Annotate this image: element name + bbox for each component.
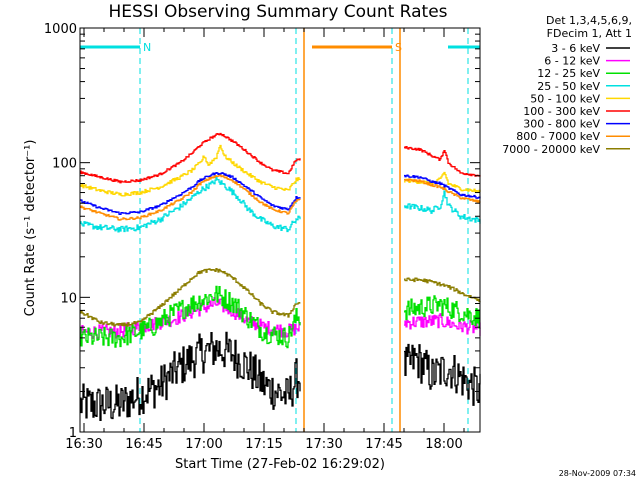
y-tick-label-3: 1000 — [44, 22, 77, 37]
series-line-4 — [80, 144, 481, 197]
flag-label-1: S — [395, 41, 402, 54]
y-tick-label-1: 10 — [60, 291, 77, 306]
chart-title: HESSI Observing Summary Count Rates — [108, 2, 447, 22]
y-axis-ticks: 1 10 100 1000 — [44, 22, 480, 441]
y-tick-label-2: 100 — [52, 157, 77, 172]
series-group — [80, 132, 481, 422]
legend-header-line-2: FDecim 1, Att 1 — [547, 27, 632, 40]
series-line-2 — [80, 285, 481, 349]
legend-label-7: 800 - 7000 keV — [516, 130, 600, 143]
x-tick-label-2: 17:00 — [185, 437, 222, 452]
legend-label-4: 50 - 100 keV — [530, 92, 600, 105]
x-axis-ticks: 16:30 16:45 17:00 17:15 17:30 17:45 18:00 — [65, 28, 465, 452]
legend-label-2: 12 - 25 keV — [537, 67, 600, 80]
x-tick-label-6: 18:00 — [425, 437, 462, 452]
legend-label-3: 25 - 50 keV — [537, 80, 600, 93]
series-line-3 — [80, 176, 481, 233]
legend-label-8: 7000 - 20000 keV — [502, 143, 600, 156]
x-tick-label-3: 17:15 — [245, 437, 282, 452]
y-axis-label: Count Rate (s⁻¹ detector⁻¹) — [23, 140, 38, 317]
legend-label-6: 300 - 800 keV — [523, 118, 600, 131]
series-line-7 — [80, 174, 481, 221]
legend-label-0: 3 - 6 keV — [551, 42, 600, 55]
series-line-0 — [80, 331, 481, 422]
x-tick-label-4: 17:30 — [305, 437, 342, 452]
y-tick-label-0: 1 — [69, 426, 77, 441]
legend: Det 1,3,4,5,6,9, FDecim 1, Att 1 3 - 6 k… — [502, 14, 632, 156]
x-tick-label-5: 17:45 — [365, 437, 402, 452]
x-tick-label-1: 16:45 — [125, 437, 162, 452]
flag-label-0: N — [143, 41, 151, 54]
plot-area — [139, 28, 469, 432]
series-line-5 — [80, 132, 481, 184]
footer-date: 28-Nov-2009 07:34 — [559, 469, 636, 478]
legend-label-1: 6 - 12 keV — [544, 55, 600, 68]
legend-header-line-1: Det 1,3,4,5,6,9, — [546, 14, 632, 27]
x-tick-label-0: 16:30 — [65, 437, 102, 452]
plot-border — [79, 27, 481, 433]
plot-frame — [79, 27, 481, 433]
series-line-6 — [80, 171, 481, 215]
legend-label-5: 100 - 300 keV — [523, 105, 600, 118]
series-line-8 — [80, 268, 481, 327]
x-axis-label: Start Time (27-Feb-02 16:29:02) — [175, 457, 385, 472]
